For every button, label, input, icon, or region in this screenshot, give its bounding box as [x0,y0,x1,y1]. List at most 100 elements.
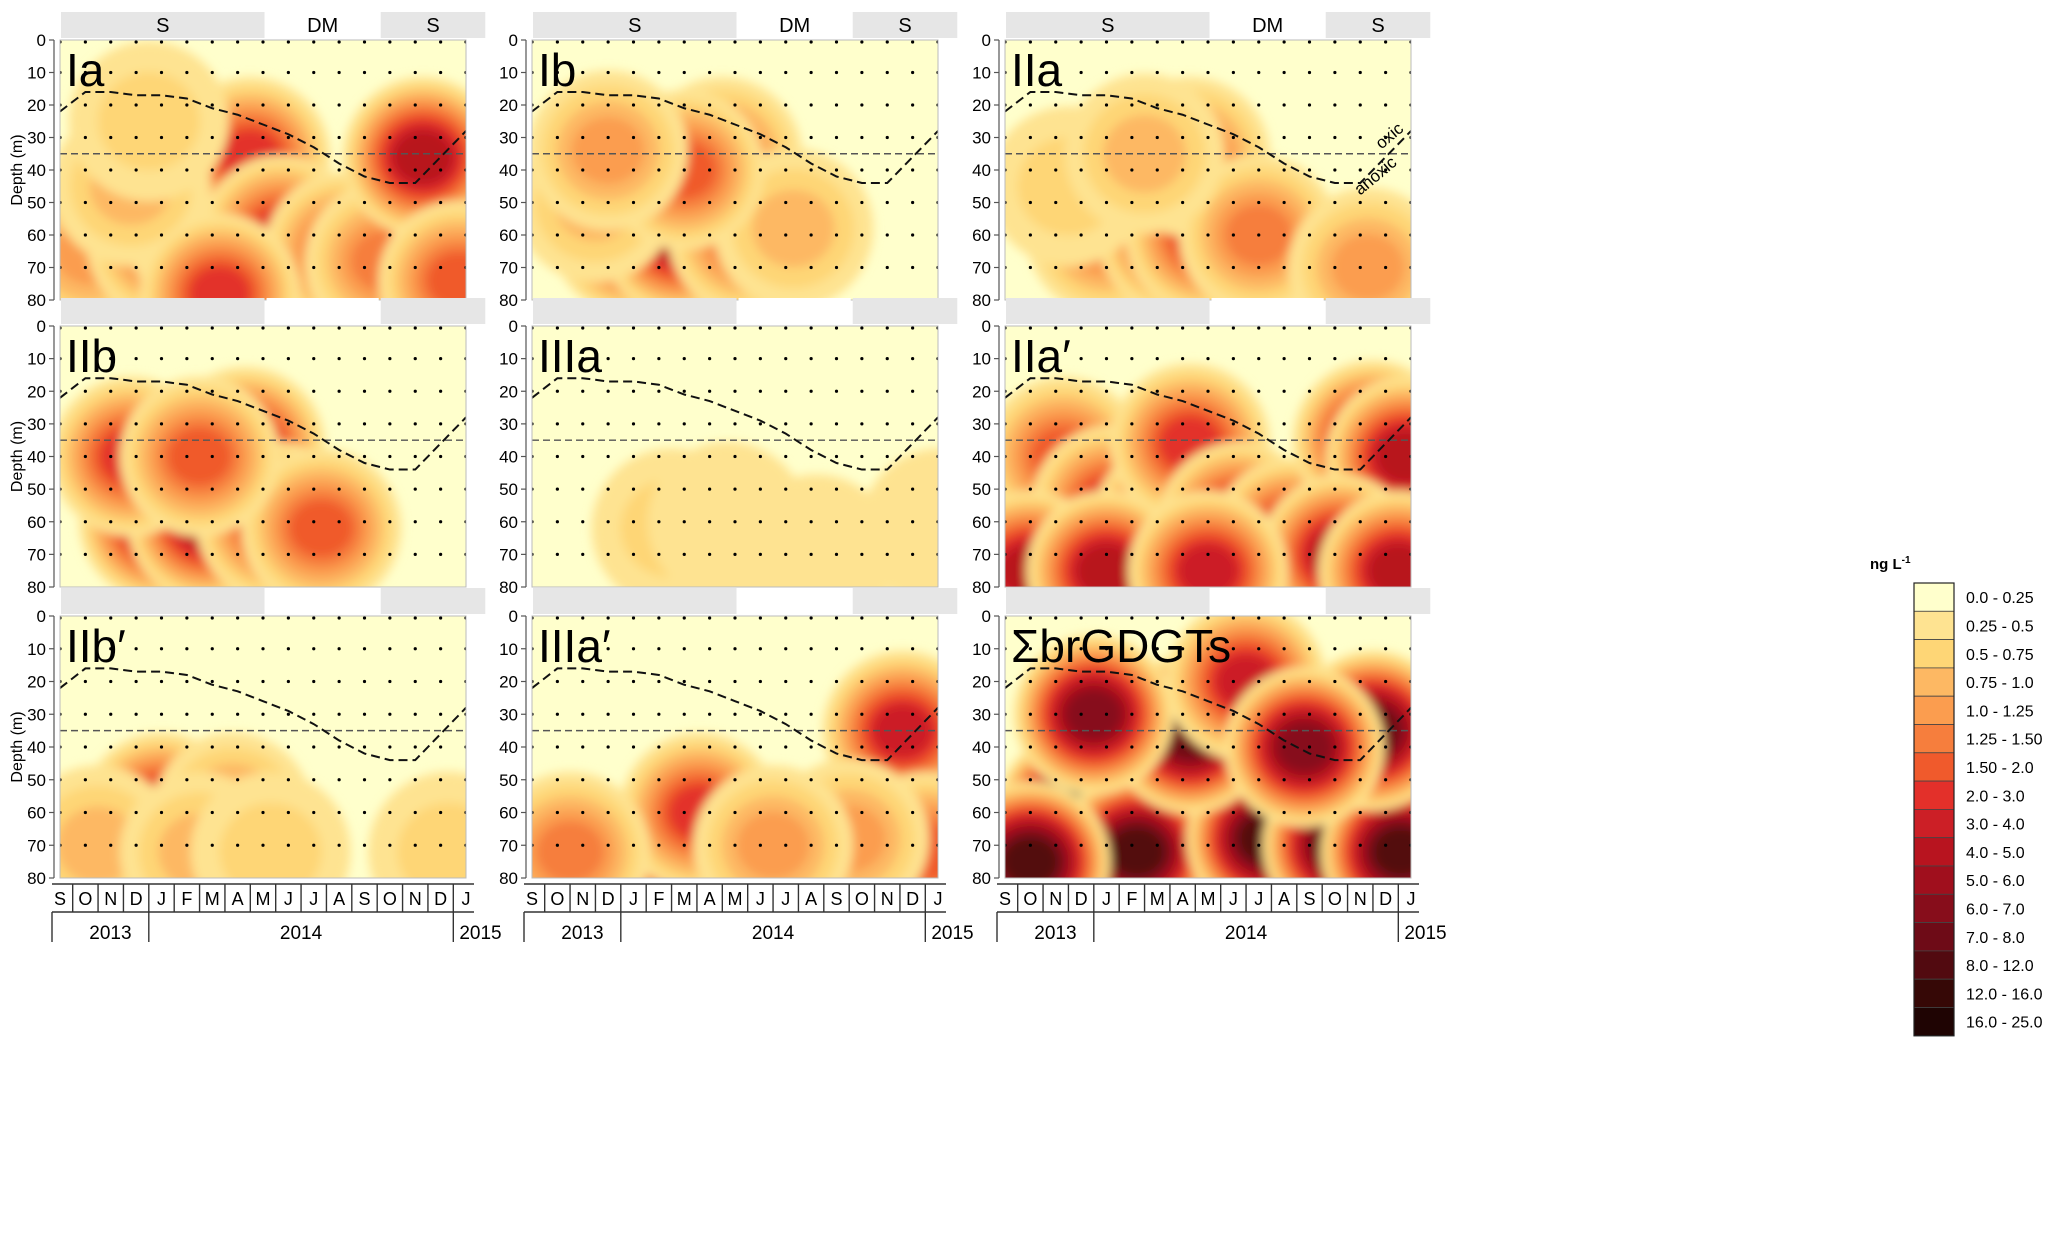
sample-point [159,357,164,361]
sample-point [210,326,214,330]
sample-point [834,454,839,459]
contour-level-2-1 [736,474,897,587]
sample-point [185,745,189,749]
sample-point [1155,357,1159,361]
season-bar-1 [266,588,379,614]
sample-point [439,745,443,749]
month-label: O [1328,889,1342,909]
sample-point [606,843,610,847]
sample-point [1307,679,1312,684]
sample-point [159,389,164,393]
sample-point [606,647,610,651]
sample-point [758,168,762,172]
sample-point [1130,389,1134,393]
sample-point [581,233,585,237]
sample-point [885,616,889,620]
sample-point [860,520,864,524]
sample-point [834,103,839,107]
month-label: N [576,889,589,909]
sample-point [210,200,214,205]
y-tick-label: 0 [509,607,518,626]
y-tick-label: 20 [972,382,991,401]
contour-level-2-3 [60,806,140,878]
legend-swatch-5 [1913,724,1955,754]
sample-point [708,265,712,270]
sample-point [134,357,138,361]
sample-point [1307,389,1312,393]
sample-point [809,40,813,44]
sample-point [185,168,189,172]
sample-point [1333,103,1337,107]
sample-point [109,200,113,205]
sample-point [834,616,839,620]
sample-point [388,103,392,107]
sample-point [657,616,661,620]
sample-point [631,233,636,237]
sample-point [236,135,240,140]
sample-point [784,810,788,815]
sample-point [657,778,661,782]
month-label: J [1229,889,1238,909]
sample-point [388,135,392,140]
season-label-2: S [898,15,911,37]
legend-swatch-9 [1913,837,1955,867]
sample-point [1104,70,1109,75]
sample-point [581,810,585,815]
sample-point [83,647,87,651]
sample-point [911,712,915,716]
sample-point [809,389,813,393]
sample-point [708,552,712,556]
y-tick-label: 50 [972,771,991,790]
sample-point [1282,778,1286,782]
sample-point [911,552,915,556]
sample-point [1155,810,1159,815]
sample-point [1104,135,1109,140]
sample-point [1282,103,1286,107]
sample-point [1079,70,1083,75]
sample-point [261,357,265,361]
sample-point [809,647,813,651]
sample-point [1358,487,1362,491]
sample-point [439,326,443,330]
sample-point [581,520,585,524]
sample-point [1333,422,1337,426]
sample-point [758,778,762,782]
sample-point [758,200,762,205]
sample-point [885,103,889,107]
sample-point [834,135,839,140]
y-tick-label: 50 [27,194,46,213]
sample-point [159,103,164,107]
sample-point [286,168,290,172]
sample-point [784,70,788,75]
season-label-2: S [1371,15,1384,37]
sample-point [337,712,341,716]
y-tick-label: 50 [499,771,518,790]
sample-point [109,843,113,847]
sample-point [1155,40,1159,44]
sample-point [606,810,610,815]
season-bar-1 [738,12,851,38]
sample-point [362,520,367,524]
sample-point [210,233,214,237]
sample-point [860,103,864,107]
sample-point [1257,103,1261,107]
sample-point [657,487,661,491]
y-tick-label: 0 [509,317,518,336]
season-bar-2 [380,298,486,324]
sample-point [362,745,367,749]
sample-point [1206,616,1210,620]
sample-point [606,326,610,330]
sample-point [337,616,341,620]
sample-point [286,679,290,684]
sample-point [413,135,417,140]
contour-blobs [1005,616,1411,878]
sample-point [784,843,788,847]
sample-point [1358,233,1362,237]
sample-point [1257,454,1261,459]
panel-IIa-prime: 0 10 20 30 40 50 60 70 80 IIa′ [972,298,1431,597]
sample-point [1028,326,1032,330]
sample-point [758,712,762,716]
sample-point [286,454,290,459]
month-label: M [1201,889,1216,909]
sample-point [1028,265,1032,270]
